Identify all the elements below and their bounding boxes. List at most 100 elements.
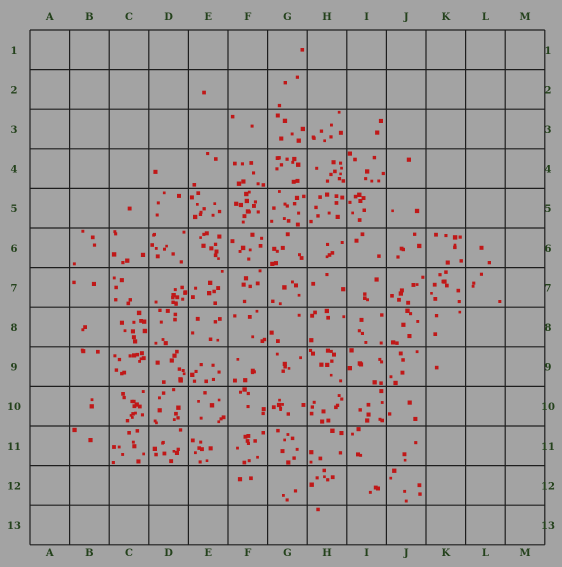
marker-h13 <box>316 507 320 512</box>
marker-f12 <box>237 477 243 482</box>
marker-i5 <box>357 218 362 222</box>
marker-b10 <box>90 398 94 402</box>
row-label-left: 10 <box>7 402 21 413</box>
marker-g11 <box>280 449 285 454</box>
marker-d7 <box>171 300 175 304</box>
marker-k6 <box>444 234 448 238</box>
marker-f9 <box>243 378 248 383</box>
column-label-top: G <box>283 12 292 23</box>
marker-h3 <box>337 110 341 114</box>
marker-h10 <box>334 405 338 410</box>
marker-h8 <box>309 338 314 343</box>
marker-f4 <box>241 179 246 184</box>
column-label-bottom: H <box>322 548 331 559</box>
marker-j6 <box>417 243 422 249</box>
marker-j4 <box>406 157 411 162</box>
marker-e5 <box>198 212 203 216</box>
marker-l6 <box>487 261 491 265</box>
marker-g4 <box>279 163 284 167</box>
marker-e11 <box>208 446 213 451</box>
marker-g1 <box>300 48 305 52</box>
marker-c7 <box>114 298 118 302</box>
marker-j7 <box>406 300 411 305</box>
marker-e7 <box>212 289 216 294</box>
marker-h6 <box>340 241 344 244</box>
marker-j11 <box>414 441 418 445</box>
marker-c11 <box>135 429 140 433</box>
marker-h8 <box>324 308 329 314</box>
marker-h12 <box>323 475 326 479</box>
marker-f8 <box>251 335 255 339</box>
column-label-top: F <box>244 12 251 23</box>
row-label-right: 3 <box>545 125 552 136</box>
marker-g4 <box>295 178 300 183</box>
marker-e8 <box>213 320 218 324</box>
marker-h3 <box>330 123 333 127</box>
marker-c11 <box>131 440 135 444</box>
marker-k7 <box>433 297 438 301</box>
row-label-left: 12 <box>7 481 21 492</box>
marker-f6 <box>258 244 263 248</box>
marker-c6 <box>121 261 125 265</box>
marker-g4 <box>296 162 301 167</box>
marker-g2 <box>283 81 287 85</box>
marker-e5 <box>199 210 203 214</box>
marker-f6 <box>248 248 252 252</box>
marker-j7 <box>421 275 425 279</box>
marker-i9 <box>380 360 384 364</box>
marker-h9 <box>311 351 315 356</box>
marker-e7 <box>194 286 198 290</box>
column-label-bottom: E <box>204 548 212 559</box>
marker-g3 <box>300 126 305 132</box>
marker-g9 <box>283 365 287 369</box>
marker-h5 <box>314 205 318 210</box>
marker-e10 <box>217 398 221 402</box>
marker-f7 <box>243 276 249 281</box>
column-label-top: K <box>441 12 450 23</box>
marker-h4 <box>333 169 337 174</box>
marker-j6 <box>396 255 400 259</box>
marker-f4 <box>236 181 242 186</box>
marker-g3 <box>282 118 288 123</box>
marker-c9 <box>139 351 144 356</box>
marker-e5 <box>196 203 199 206</box>
marker-i6 <box>377 254 381 258</box>
marker-h8 <box>342 315 346 319</box>
marker-d11 <box>161 441 164 445</box>
marker-g10 <box>286 412 290 416</box>
marker-f11 <box>242 460 247 465</box>
marker-e10 <box>209 403 215 408</box>
marker-d9 <box>169 358 174 363</box>
marker-j11 <box>403 458 407 462</box>
marker-g5 <box>294 195 300 200</box>
marker-g3 <box>279 136 284 141</box>
marker-g5 <box>295 222 300 227</box>
marker-h11 <box>339 431 344 436</box>
marker-l7 <box>479 272 483 276</box>
marker-c6 <box>125 258 130 263</box>
marker-d9 <box>181 369 185 372</box>
marker-i3 <box>378 118 383 123</box>
marker-c8 <box>136 310 142 316</box>
marker-c10 <box>131 412 135 416</box>
marker-j5 <box>391 209 394 213</box>
marker-f6 <box>260 236 264 240</box>
marker-f4 <box>256 182 260 186</box>
marker-f7 <box>248 284 252 289</box>
marker-d9 <box>175 349 179 354</box>
marker-f10 <box>261 411 265 416</box>
marker-d8 <box>173 312 178 317</box>
marker-g8 <box>297 313 301 317</box>
marker-j12 <box>404 499 408 503</box>
marker-c9 <box>117 357 122 362</box>
marker-e11 <box>198 460 202 464</box>
marker-h4 <box>331 160 336 165</box>
marker-h12 <box>322 468 326 473</box>
marker-b8 <box>83 325 87 329</box>
marker-h5 <box>334 194 339 198</box>
marker-f11 <box>246 434 251 438</box>
marker-i4 <box>377 179 381 183</box>
marker-g4 <box>275 167 279 171</box>
marker-k6 <box>459 259 463 263</box>
